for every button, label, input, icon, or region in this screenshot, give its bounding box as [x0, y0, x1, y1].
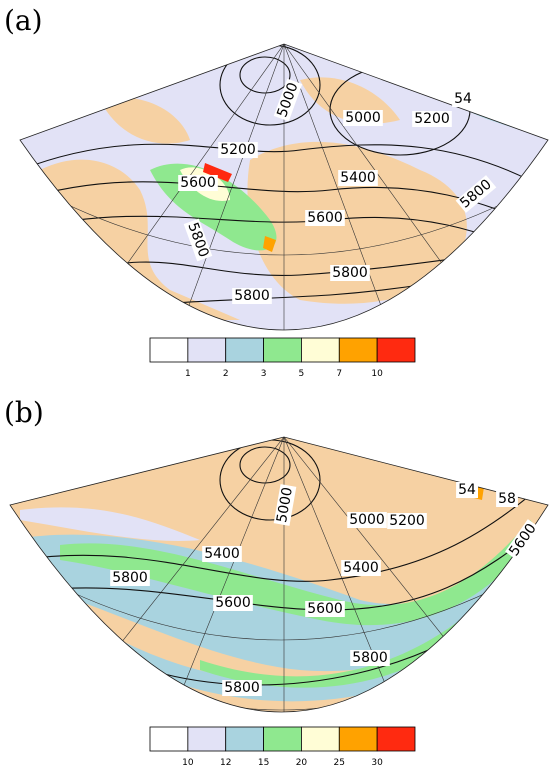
panel-label: (b) [4, 396, 44, 429]
contour-label: 5400 [204, 546, 240, 562]
colorbar-box [226, 727, 264, 751]
contour-label-group: 5400 [341, 560, 381, 576]
colorbar-tick-label: 30 [371, 758, 383, 768]
colorbar-tick-label: 10 [371, 369, 383, 379]
colorbar-tick-label: 1 [185, 369, 191, 379]
colorbar-box [264, 727, 302, 751]
contour-label: 5800 [332, 265, 368, 281]
contour-label-group: 5600 [305, 601, 345, 617]
colorbar-box [188, 727, 226, 751]
map-b [0, 430, 554, 730]
colorbar-box [377, 727, 415, 751]
contour-label: 5200 [389, 513, 425, 529]
contour-label-group: 5000 [343, 110, 383, 126]
contour-label-group: 5200 [412, 111, 452, 127]
contour-label-group: 5600 [305, 210, 345, 226]
contour-label: 5200 [220, 142, 256, 158]
colorbar-box [339, 727, 377, 751]
contour-label-group: 5800 [330, 265, 370, 281]
contour-label: 5800 [112, 570, 148, 586]
contour-label: 5000 [345, 110, 381, 126]
colorbar-box [150, 338, 188, 362]
contour-label: 54 [454, 91, 472, 107]
colorbar-tick-label: 5 [299, 369, 305, 379]
contour-label-group: 5000 [347, 512, 387, 528]
colorbar-tick-label: 2 [223, 369, 229, 379]
colorbar-tick-label: 10 [182, 758, 194, 768]
colorbar-box [301, 727, 339, 751]
figure: (a)5000500052005452005400560058005600580… [0, 0, 554, 771]
colorbar-tick-label: 12 [220, 758, 231, 768]
contour-label: 5400 [340, 170, 376, 186]
contour-label: 5800 [234, 288, 270, 304]
colorbar-box [301, 338, 339, 362]
contour-label-group: 54 [452, 91, 474, 107]
contour-label: 5600 [307, 210, 343, 226]
colorbar-box [339, 338, 377, 362]
colorbar-box [377, 338, 415, 362]
contour-label-group: 58 [496, 491, 518, 507]
colorbar-box [264, 338, 302, 362]
colorbar-box [188, 338, 226, 362]
contour-label: 5800 [352, 650, 388, 666]
contour-label-group: 5600 [213, 595, 253, 611]
contour-label: 5600 [307, 601, 343, 617]
colorbar-tick-label: 3 [261, 369, 267, 379]
contour-label-group: 5200 [387, 513, 427, 529]
colorbar-box [150, 727, 188, 751]
contour-label-group: 5800 [232, 288, 272, 304]
contour-label-group: 5400 [202, 546, 242, 562]
colorbar-tick-label: 20 [296, 758, 308, 768]
contour-label: 5600 [180, 175, 216, 191]
colorbar-tick-label: 25 [334, 758, 345, 768]
contour-label: 5800 [224, 680, 260, 696]
contour-label: 5400 [343, 560, 379, 576]
contour-label-group: 5800 [110, 570, 150, 586]
contour-label: 54 [458, 482, 476, 498]
colorbar-tick-label: 7 [336, 369, 342, 379]
contour-label-group: 5800 [222, 680, 262, 696]
contour-label: 58 [498, 491, 516, 507]
colorbar-tick-label: 15 [258, 758, 269, 768]
contour-label: 5200 [414, 111, 450, 127]
contour-label-group: 54 [456, 482, 478, 498]
contour-label: 5000 [349, 512, 385, 528]
colorbar-box [226, 338, 264, 362]
panel-label: (a) [4, 4, 43, 37]
contour-label: 5600 [215, 595, 251, 611]
contour-label-group: 5800 [350, 650, 390, 666]
contour-label-group: 5400 [338, 170, 378, 186]
contour-label-group: 5200 [218, 142, 258, 158]
contour-label-group: 5600 [178, 175, 218, 191]
